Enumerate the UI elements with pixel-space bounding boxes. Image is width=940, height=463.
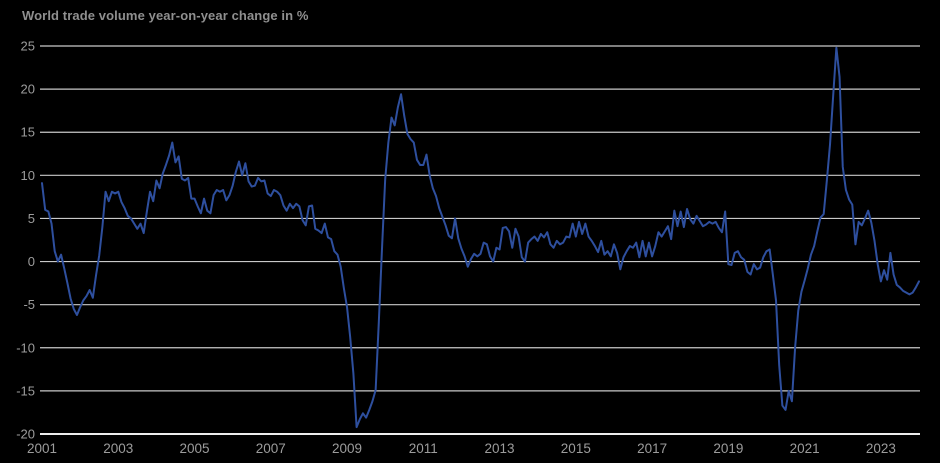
y-axis-labels: 25 20 15 10 5 0 -5 -10 -15 -20 <box>16 39 35 442</box>
x-tick-label: 2003 <box>103 441 133 456</box>
y-tick-label: 15 <box>21 125 35 140</box>
x-tick-label: 2007 <box>256 441 286 456</box>
trade-volume-series-line <box>41 46 920 429</box>
y-tick-label: 5 <box>28 211 35 226</box>
y-tick-label: -5 <box>23 297 35 312</box>
x-tick-label: 2013 <box>485 441 515 456</box>
y-tick-label: -15 <box>16 383 35 398</box>
x-tick-label: 2015 <box>561 441 591 456</box>
x-tick-label: 2005 <box>179 441 209 456</box>
y-tick-label: -10 <box>16 340 35 355</box>
x-tick-label: 2011 <box>409 441 438 456</box>
y-tick-label: 25 <box>21 39 35 54</box>
x-tick-label: 2017 <box>637 441 667 456</box>
x-tick-label: 2023 <box>866 441 896 456</box>
chart-title: World trade volume year-on-year change i… <box>22 8 309 23</box>
y-tick-label: 20 <box>21 82 35 97</box>
y-tick-label: -20 <box>16 427 35 442</box>
y-tick-label: 0 <box>28 254 35 269</box>
x-tick-label: 2021 <box>790 441 820 456</box>
x-axis-labels: 2001 2003 2005 2007 2009 2011 2013 2015 2017 2019… <box>27 441 896 456</box>
y-tick-label: 10 <box>21 168 35 183</box>
x-tick-label: 2001 <box>27 441 57 456</box>
gridlines <box>40 45 920 435</box>
x-tick-label: 2019 <box>713 441 743 456</box>
x-tick-label: 2009 <box>332 441 362 456</box>
